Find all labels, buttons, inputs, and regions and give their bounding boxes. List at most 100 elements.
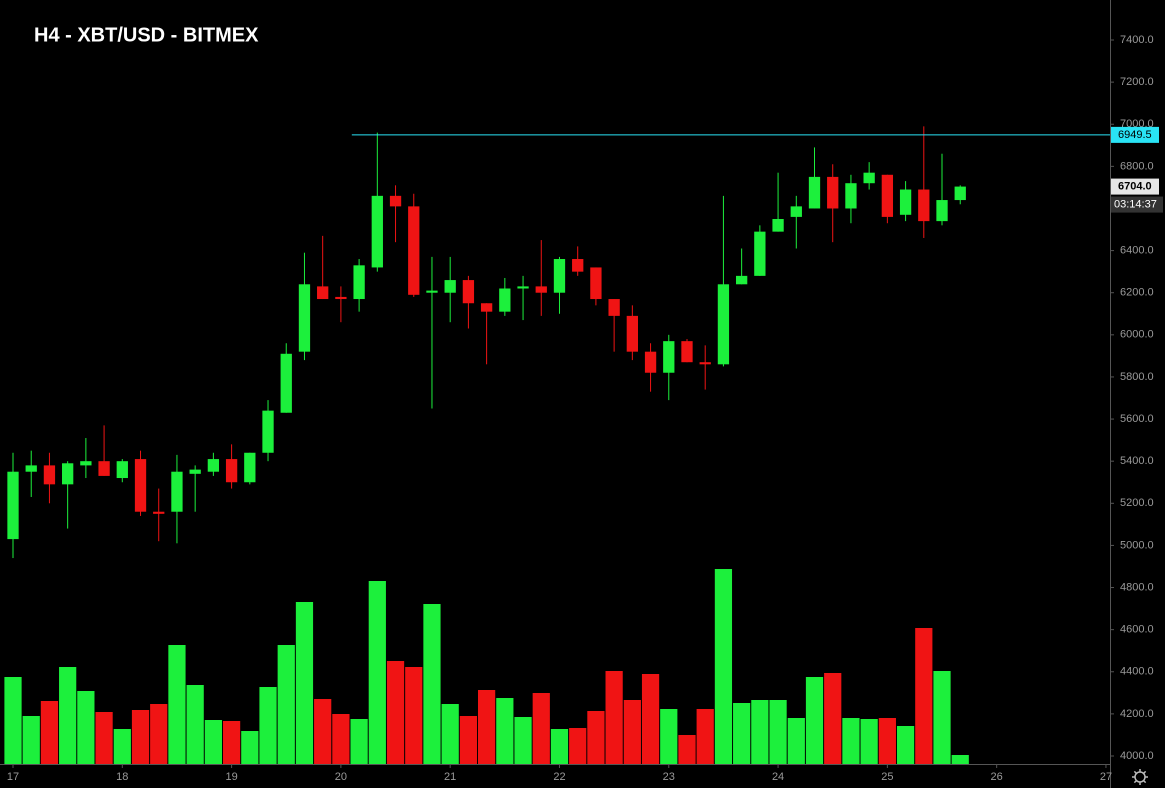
candle-body <box>317 286 329 300</box>
volume-bar <box>478 690 496 764</box>
volume-bar <box>769 700 787 764</box>
volume-bar <box>514 717 532 764</box>
x-tick-label: 23 <box>663 771 675 783</box>
volume-bar <box>368 581 386 764</box>
volume-bar <box>295 602 314 764</box>
volume-bar <box>714 569 733 764</box>
volume-bar <box>641 674 660 764</box>
volume-bar <box>532 693 550 764</box>
candle-body <box>134 459 147 512</box>
hline-label: 6949.5 <box>1118 129 1152 141</box>
volume-bar <box>915 628 933 764</box>
settings-icon-tooth <box>1143 780 1147 784</box>
volume-bar <box>933 671 951 764</box>
candle-body <box>153 511 165 514</box>
candle-body <box>918 189 930 222</box>
volume-bar <box>842 718 860 764</box>
volume-bar <box>131 710 150 764</box>
volume-bar <box>350 719 368 764</box>
volume-bar <box>878 718 896 764</box>
x-tick-label: 17 <box>7 771 19 783</box>
volume-bar <box>332 714 350 764</box>
y-tick-label: 4800.0 <box>1120 581 1154 593</box>
last-price-bg <box>1111 178 1159 195</box>
candle-body <box>262 410 274 453</box>
candle-body <box>535 286 547 293</box>
volume-bar <box>222 721 241 764</box>
settings-icon-tooth <box>1143 770 1147 774</box>
settings-icon-tooth <box>1133 770 1137 774</box>
y-tick-label: 6000.0 <box>1120 329 1154 341</box>
y-tick-label: 5400.0 <box>1120 455 1154 467</box>
candle-body <box>790 206 802 217</box>
y-tick-label: 6400.0 <box>1120 245 1154 257</box>
volume-bar <box>259 687 277 764</box>
volume-bar <box>805 677 824 764</box>
settings-icon-tooth <box>1133 780 1137 784</box>
volume-bar <box>204 720 222 764</box>
candle-body <box>480 303 493 312</box>
candle-body <box>845 183 857 209</box>
volume-bar <box>113 729 131 764</box>
y-tick-label: 7400.0 <box>1120 34 1154 46</box>
candle-body <box>371 195 383 268</box>
candle-body <box>244 452 256 483</box>
volume-bar <box>678 735 696 764</box>
volume-bar <box>423 604 441 764</box>
y-tick-label: 4000.0 <box>1120 750 1154 762</box>
candle-body <box>408 206 420 295</box>
candle-body <box>899 189 912 215</box>
candle-body <box>699 362 711 365</box>
volume-bar <box>186 685 204 764</box>
x-tick-label: 24 <box>772 771 784 783</box>
candle-body <box>681 341 693 363</box>
countdown-bg <box>1111 196 1163 213</box>
candle-body <box>298 284 311 352</box>
volume-bar <box>277 645 295 764</box>
x-tick-label: 26 <box>991 771 1003 783</box>
x-tick-label: 20 <box>335 771 347 783</box>
candle-body <box>590 267 602 300</box>
candle-body <box>626 315 638 352</box>
y-tick-label: 4200.0 <box>1120 708 1154 720</box>
volume-bar <box>587 711 605 764</box>
volume-bar <box>660 709 678 764</box>
candle-body <box>7 471 19 540</box>
y-tick-label: 6200.0 <box>1120 287 1154 299</box>
volume-bar <box>696 709 714 764</box>
volume-bar <box>314 699 332 764</box>
x-tick-label: 27 <box>1100 771 1112 783</box>
candle-body <box>772 219 784 232</box>
volume-bar <box>496 698 514 764</box>
chart-title: H4 - XBT/USD - BITMEX <box>34 24 259 46</box>
candle-body <box>98 461 110 476</box>
volume-bar <box>4 677 22 764</box>
last-price-label: 6704.0 <box>1118 180 1152 192</box>
candle-body <box>225 459 238 483</box>
y-tick-label: 7200.0 <box>1120 76 1154 88</box>
volume-bar <box>951 755 969 764</box>
volume-bar <box>605 671 623 764</box>
candle-body <box>644 351 657 373</box>
volume-bar <box>241 731 259 764</box>
volume-bar <box>59 667 77 764</box>
candle-body <box>499 288 511 312</box>
candle-body <box>426 290 438 293</box>
volume-bar <box>459 716 478 764</box>
volume-bar <box>733 703 751 764</box>
volume-bar <box>896 726 915 764</box>
y-tick-label: 5000.0 <box>1120 539 1154 551</box>
y-tick-label: 6800.0 <box>1120 160 1154 172</box>
settings-icon[interactable] <box>1132 769 1148 785</box>
volume-bar <box>22 716 40 764</box>
candle-body <box>936 200 948 222</box>
volume-bar <box>787 718 805 764</box>
candle-body <box>462 280 475 304</box>
volume-bar <box>95 712 113 764</box>
candle-body <box>517 286 529 289</box>
volume-bar <box>860 719 878 764</box>
volume-bar <box>569 728 587 764</box>
candle-body <box>171 471 183 512</box>
y-tick-label: 5200.0 <box>1120 497 1154 509</box>
